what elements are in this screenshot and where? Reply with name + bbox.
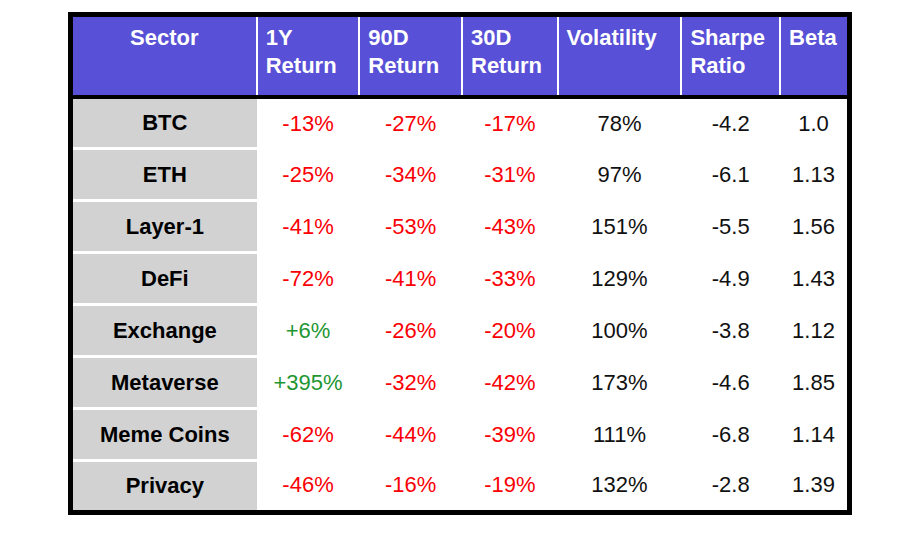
- col-header-30d-return: 30D Return: [462, 15, 558, 97]
- cell-30d-return: -20%: [462, 305, 558, 357]
- cell-sharpe-ratio: -4.9: [681, 253, 780, 305]
- cell-sharpe-ratio: -4.2: [681, 97, 780, 149]
- cell-beta: 1.0: [780, 97, 849, 149]
- table-row: Metaverse +395% -32% -42% 173% -4.6 1.85: [71, 357, 850, 409]
- col-header-sector: Sector: [71, 15, 257, 97]
- cell-90d-return: -27%: [359, 97, 462, 149]
- row-label: Metaverse: [71, 357, 257, 409]
- cell-90d-return: -26%: [359, 305, 462, 357]
- cell-90d-return: -53%: [359, 201, 462, 253]
- cell-volatility: 132%: [558, 461, 682, 513]
- cell-sharpe-ratio: -4.6: [681, 357, 780, 409]
- cell-1y-return: -46%: [257, 461, 360, 513]
- table-row: ETH -25% -34% -31% 97% -6.1 1.13: [71, 149, 850, 201]
- cell-1y-return: +6%: [257, 305, 360, 357]
- table-row: Layer-1 -41% -53% -43% 151% -5.5 1.56: [71, 201, 850, 253]
- cell-1y-return: -72%: [257, 253, 360, 305]
- cell-sharpe-ratio: -3.8: [681, 305, 780, 357]
- cell-90d-return: -44%: [359, 409, 462, 461]
- table-row: DeFi -72% -41% -33% 129% -4.9 1.43: [71, 253, 850, 305]
- row-label: Exchange: [71, 305, 257, 357]
- col-header-volatility: Volatility: [558, 15, 682, 97]
- cell-30d-return: -42%: [462, 357, 558, 409]
- row-label: Privacy: [71, 461, 257, 513]
- cell-30d-return: -43%: [462, 201, 558, 253]
- cell-sharpe-ratio: -2.8: [681, 461, 780, 513]
- cell-30d-return: -33%: [462, 253, 558, 305]
- row-label: ETH: [71, 149, 257, 201]
- cell-90d-return: -16%: [359, 461, 462, 513]
- cell-90d-return: -34%: [359, 149, 462, 201]
- header-row: Sector 1Y Return 90D Return 30D Return V…: [71, 15, 850, 97]
- cell-30d-return: -17%: [462, 97, 558, 149]
- cell-beta: 1.12: [780, 305, 849, 357]
- cell-beta: 1.39: [780, 461, 849, 513]
- cell-30d-return: -31%: [462, 149, 558, 201]
- cell-beta: 1.85: [780, 357, 849, 409]
- cell-sharpe-ratio: -6.8: [681, 409, 780, 461]
- cell-sharpe-ratio: -6.1: [681, 149, 780, 201]
- row-label: BTC: [71, 97, 257, 149]
- cell-1y-return: -13%: [257, 97, 360, 149]
- row-label: Layer-1: [71, 201, 257, 253]
- page-background: Sector 1Y Return 90D Return 30D Return V…: [0, 0, 909, 538]
- cell-1y-return: -41%: [257, 201, 360, 253]
- col-header-90d-return: 90D Return: [359, 15, 462, 97]
- cell-volatility: 111%: [558, 409, 682, 461]
- cell-beta: 1.14: [780, 409, 849, 461]
- row-label: DeFi: [71, 253, 257, 305]
- cell-30d-return: -19%: [462, 461, 558, 513]
- cell-volatility: 78%: [558, 97, 682, 149]
- row-label: Meme Coins: [71, 409, 257, 461]
- col-header-1y-return: 1Y Return: [257, 15, 360, 97]
- col-header-sharpe-ratio: Sharpe Ratio: [681, 15, 780, 97]
- cell-volatility: 151%: [558, 201, 682, 253]
- cell-beta: 1.43: [780, 253, 849, 305]
- cell-sharpe-ratio: -5.5: [681, 201, 780, 253]
- table-row: Exchange +6% -26% -20% 100% -3.8 1.12: [71, 305, 850, 357]
- cell-volatility: 97%: [558, 149, 682, 201]
- cell-30d-return: -39%: [462, 409, 558, 461]
- cell-volatility: 173%: [558, 357, 682, 409]
- col-header-beta: Beta: [780, 15, 849, 97]
- table-row: Meme Coins -62% -44% -39% 111% -6.8 1.14: [71, 409, 850, 461]
- cell-beta: 1.56: [780, 201, 849, 253]
- cell-1y-return: -25%: [257, 149, 360, 201]
- cell-volatility: 129%: [558, 253, 682, 305]
- cell-beta: 1.13: [780, 149, 849, 201]
- table-row: BTC -13% -27% -17% 78% -4.2 1.0: [71, 97, 850, 149]
- crypto-sector-table: Sector 1Y Return 90D Return 30D Return V…: [68, 12, 852, 515]
- cell-90d-return: -41%: [359, 253, 462, 305]
- cell-1y-return: +395%: [257, 357, 360, 409]
- cell-1y-return: -62%: [257, 409, 360, 461]
- cell-volatility: 100%: [558, 305, 682, 357]
- cell-90d-return: -32%: [359, 357, 462, 409]
- table-row: Privacy -46% -16% -19% 132% -2.8 1.39: [71, 461, 850, 513]
